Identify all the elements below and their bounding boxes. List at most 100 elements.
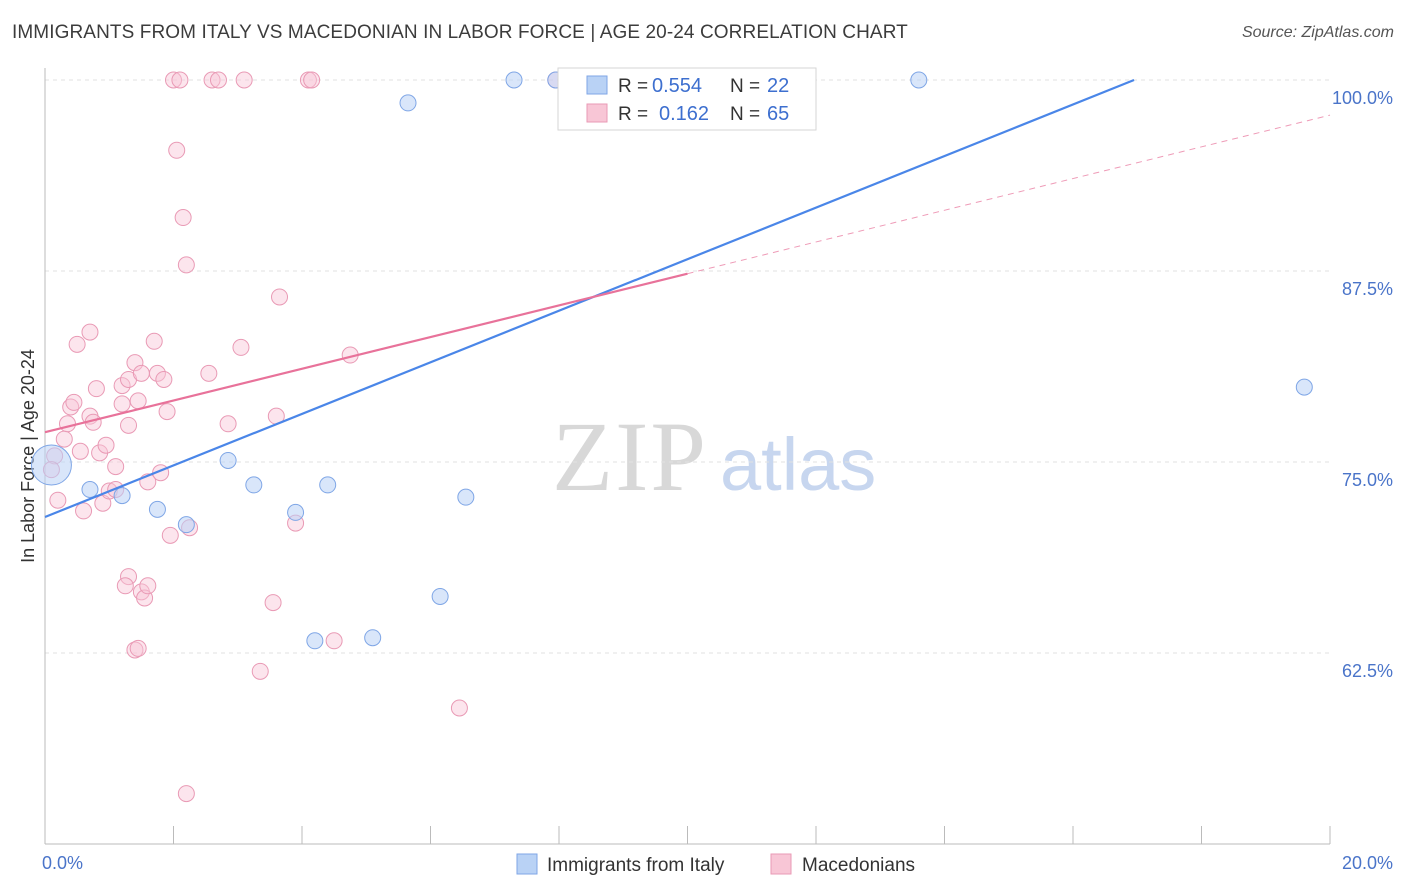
macedonian-point-61: [325, 632, 343, 650]
macedonian-point-42: [165, 71, 182, 89]
legend-top: R = 0.554 N = 22 R = 0.162 N = 65: [557, 67, 817, 131]
macedonian-point-41: [168, 141, 186, 159]
y-tick-label-0: 100.0%: [1332, 88, 1393, 108]
macedonian-point-4: [65, 393, 83, 411]
italy-point-13: [457, 488, 475, 506]
x-tick-label-1: 20.0%: [1342, 853, 1393, 873]
macedonian-point-1: [55, 430, 73, 448]
macedonian-point-29: [116, 577, 134, 595]
italy-point-7: [287, 503, 305, 521]
legend-bottom-label-macedonians: Macedonians: [802, 855, 915, 876]
italy-point-8: [319, 476, 337, 494]
legend-top-r-label-2: R =: [618, 104, 648, 125]
gridlines: [45, 79, 1330, 654]
y-tick-label-2: 75.0%: [1342, 470, 1393, 490]
trend-lines: [44, 78, 1331, 519]
chart-title: IMMIGRANTS FROM ITALY VS MACEDONIAN IN L…: [12, 22, 908, 43]
italy-point-3: [148, 500, 166, 518]
legend-bottom-swatch-macedonians: [770, 853, 792, 875]
x-ticks: [44, 826, 1331, 844]
macedonian-point-25: [129, 392, 147, 410]
macedonian-point-54: [251, 662, 269, 680]
italy-point-6: [245, 476, 263, 494]
legend-top-n-label-1: N =: [730, 76, 760, 97]
italy-point-4: [177, 516, 195, 534]
macedonian-point-14: [113, 395, 131, 413]
macedonian-point-51: [219, 415, 237, 433]
watermark: ZIP atlas: [552, 401, 876, 512]
italy-point-5: [219, 451, 237, 469]
macedonian-point-40: [161, 526, 179, 544]
macedonian-point-26: [132, 364, 150, 382]
italy-point-10: [364, 629, 382, 647]
italy-point-12: [431, 587, 449, 605]
macedonian-point-2: [58, 415, 76, 433]
macedonian-point-31: [129, 639, 147, 657]
legend-top-swatch-pink: [586, 103, 608, 123]
macedonian-point-43: [171, 71, 189, 89]
macedonian-point-3: [62, 398, 80, 416]
macedonian-point-55: [264, 594, 282, 612]
legend-top-n-value-1: 22: [767, 75, 789, 97]
macedonian-point-18: [49, 491, 67, 509]
macedonian-point-5: [71, 442, 89, 460]
legend-bottom: Immigrants from Italy Macedonians: [516, 853, 915, 876]
italy-point-11: [399, 94, 417, 112]
y-tick-label-1: 87.5%: [1342, 279, 1393, 299]
watermark-zip: ZIP: [552, 401, 708, 512]
chart-source: Source: ZipAtlas.com: [1241, 24, 1394, 41]
macedonian-point-22: [113, 377, 131, 395]
legend-top-r-value-1: 0.554: [652, 75, 702, 97]
italy-point-14: [505, 71, 523, 89]
legend-top-r-value-2: 0.162: [659, 103, 709, 125]
macedonian-point-50: [200, 364, 218, 382]
macedonian-point-38: [155, 370, 173, 388]
x-tick-label-0: 0.0%: [42, 853, 83, 873]
macedonian-point-39: [158, 403, 176, 421]
macedonian-point-12: [97, 436, 115, 454]
y-tick-labels: 100.0% 87.5% 75.0% 62.5%: [1332, 88, 1393, 681]
macedonian-point-63: [450, 699, 468, 717]
macedonian-point-35: [145, 332, 163, 350]
macedonian-point-6: [75, 502, 93, 520]
macedonian-point-53: [235, 71, 253, 89]
legend-top-n-label-2: N =: [730, 104, 760, 125]
legend-bottom-swatch-italy: [516, 853, 538, 875]
italy-point-20: [1295, 378, 1313, 396]
macedonian-point-48: [203, 71, 221, 89]
macedonian-point-44: [174, 209, 192, 227]
x-tick-labels: 0.0% 20.0%: [42, 853, 1393, 873]
y-tick-label-3: 62.5%: [1342, 661, 1393, 681]
macedonian-point-13: [107, 458, 125, 476]
italy-point-0: [30, 444, 72, 486]
macedonian-point-34: [139, 577, 157, 595]
macedonian-point-60: [303, 71, 321, 89]
macedonian-point-24: [126, 354, 144, 372]
macedonian-point-46: [177, 785, 195, 803]
watermark-atlas: atlas: [720, 423, 876, 506]
legend-top-n-value-2: 65: [767, 103, 789, 125]
legend-bottom-label-italy: Immigrants from Italy: [547, 855, 725, 876]
series-macedonians: [42, 71, 565, 803]
macedonian-point-45: [177, 256, 195, 274]
trend-line-dashed-1: [687, 114, 1331, 275]
macedonian-point-15: [120, 416, 138, 434]
italy-point-2: [113, 487, 131, 505]
macedonian-point-57: [271, 288, 289, 306]
italy-point-19: [910, 71, 928, 89]
trend-line-solid-1: [44, 272, 688, 434]
macedonian-point-36: [148, 364, 166, 382]
macedonian-point-28: [120, 568, 138, 586]
legend-top-swatch-blue: [586, 75, 608, 95]
macedonian-point-16: [68, 335, 86, 353]
series-immigrants-from-italy: [30, 71, 1313, 650]
macedonian-point-17: [81, 323, 99, 341]
macedonian-point-52: [232, 338, 250, 356]
italy-point-1: [81, 481, 99, 499]
macedonian-point-49: [209, 71, 227, 89]
y-axis-title: In Labor Force | Age 20-24: [18, 349, 38, 563]
macedonian-point-9: [87, 380, 105, 398]
legend-top-r-label-1: R =: [618, 76, 648, 97]
italy-point-9: [306, 632, 324, 650]
